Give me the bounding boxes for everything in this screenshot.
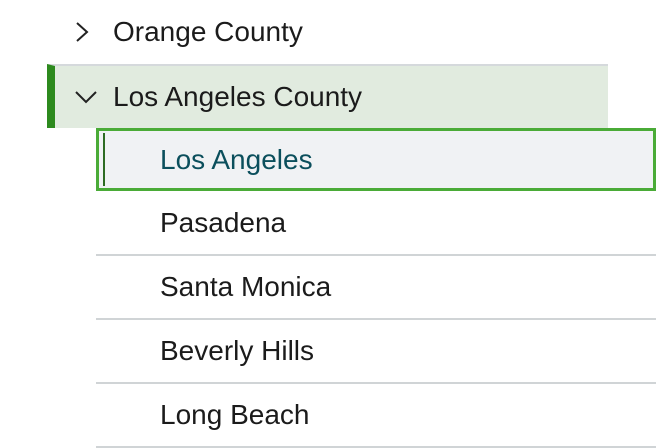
tree-item-pasadena[interactable]: Pasadena xyxy=(96,192,656,256)
tree-item-label: Santa Monica xyxy=(160,271,332,302)
tree-item-label: Orange County xyxy=(113,16,303,47)
tree-item-label: Beverly Hills xyxy=(160,335,315,366)
tree-item-label: Pasadena xyxy=(160,207,287,238)
tree-item-beverly-hills[interactable]: Beverly Hills xyxy=(96,320,656,384)
tree-item-label: Los Angeles County xyxy=(113,81,363,112)
tree-item-long-beach[interactable]: Long Beach xyxy=(96,384,656,448)
tree-item-santa-monica[interactable]: Santa Monica xyxy=(96,256,656,320)
chevron-right-icon[interactable] xyxy=(47,21,113,43)
tree-item-label: Long Beach xyxy=(160,399,310,430)
tree-item-los-angeles[interactable]: Los Angeles xyxy=(96,128,656,191)
tree-item-los-angeles-county[interactable]: Los Angeles County xyxy=(47,64,608,128)
tree-item-label: Los Angeles xyxy=(160,143,313,175)
chevron-down-icon[interactable] xyxy=(55,90,113,104)
tree-item-orange-county[interactable]: Orange County xyxy=(47,0,608,64)
